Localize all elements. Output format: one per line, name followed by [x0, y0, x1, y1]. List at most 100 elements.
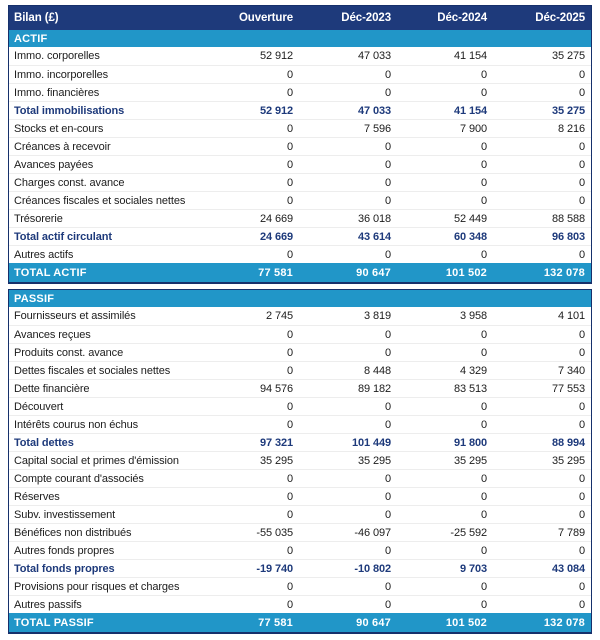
row-value: 0	[384, 194, 391, 207]
row-value: 0	[578, 598, 585, 611]
row-value: 0	[384, 140, 391, 153]
row-label: Autres fonds propres	[14, 544, 115, 557]
row-value: 94 576	[259, 382, 293, 395]
total-value: 90 647	[356, 266, 391, 279]
row-value: 35 295	[551, 454, 585, 467]
table-row: Réserves 0 0 0 0	[9, 487, 591, 505]
row-value: 0	[480, 472, 487, 485]
table-row: Compte courant d'associés 0 0 0 0	[9, 469, 591, 487]
row-value: 0	[286, 122, 293, 135]
row-value: 24 669	[259, 212, 293, 225]
row-label: Dette financière	[14, 382, 90, 395]
table-row: Subv. investissement 0 0 0 0	[9, 505, 591, 523]
row-label: Total actif circulant	[14, 230, 112, 243]
row-value: 8 448	[363, 364, 391, 377]
table-row: Provisions pour risques et charges 0 0 0…	[9, 577, 591, 595]
row-value: 0	[286, 472, 293, 485]
table-row: Bénéfices non distribués -55 035 -46 097…	[9, 523, 591, 541]
table-row: Produits const. avance 0 0 0 0	[9, 343, 591, 361]
table-row: Intérêts courus non échus 0 0 0 0	[9, 415, 591, 433]
row-value: 0	[384, 176, 391, 189]
row-label: Fournisseurs et assimilés	[14, 310, 136, 322]
row-value: -25 592	[450, 526, 487, 539]
row-value: 0	[286, 68, 293, 81]
column-header-ouverture: Ouverture	[238, 12, 293, 24]
total-label: TOTAL PASSIF	[14, 616, 94, 629]
row-value: 0	[384, 158, 391, 171]
section-title: PASSIF	[14, 292, 55, 305]
row-label: Produits const. avance	[14, 346, 124, 359]
row-value: 0	[578, 140, 585, 153]
table-row: Total fonds propres -19 740 -10 802 9 70…	[9, 559, 591, 577]
table-row: Capital social et primes d'émission 35 2…	[9, 451, 591, 469]
row-value: 89 182	[357, 382, 391, 395]
row-label: Stocks et en-cours	[14, 122, 104, 135]
row-value: 0	[578, 400, 585, 413]
row-value: -46 097	[354, 526, 391, 539]
row-value: 0	[384, 472, 391, 485]
section-title: ACTIF	[14, 32, 48, 45]
row-value: 0	[480, 86, 487, 99]
row-value: 3 819	[363, 310, 391, 322]
table-row: Immo. corporelles 52 912 47 033 41 154 3…	[9, 47, 591, 65]
row-value: 0	[384, 580, 391, 593]
row-value: 47 033	[357, 104, 391, 117]
row-value: 83 513	[453, 382, 487, 395]
table-row: Avances payées 0 0 0 0	[9, 155, 591, 173]
row-value: 52 449	[453, 212, 487, 225]
table-row: Charges const. avance 0 0 0 0	[9, 173, 591, 191]
row-value: 35 295	[453, 454, 487, 467]
row-label: Total dettes	[14, 436, 74, 449]
row-value: -55 035	[256, 526, 293, 539]
row-value: 7 596	[363, 122, 391, 135]
table-row: Dettes fiscales et sociales nettes 0 8 4…	[9, 361, 591, 379]
row-value: 2 745	[265, 310, 293, 322]
row-value: 101 449	[351, 436, 391, 449]
row-value: 43 084	[551, 562, 585, 575]
table-row: Total immobilisations 52 912 47 033 41 1…	[9, 101, 591, 119]
total-value: 132 078	[543, 266, 585, 279]
row-value: 0	[384, 68, 391, 81]
row-value: -10 802	[354, 562, 391, 575]
table-row: Immo. incorporelles 0 0 0 0	[9, 65, 591, 83]
row-label: Immo. financières	[14, 86, 100, 99]
row-value: 0	[480, 598, 487, 611]
row-value: 0	[578, 328, 585, 341]
table-row: Immo. financières 0 0 0 0	[9, 83, 591, 101]
row-label: Créances à recevoir	[14, 140, 111, 153]
row-value: 35 295	[259, 454, 293, 467]
row-value: 7 900	[459, 122, 487, 135]
row-value: 0	[480, 580, 487, 593]
row-value: 0	[480, 176, 487, 189]
row-value: 88 994	[551, 436, 585, 449]
row-value: 3 958	[459, 310, 487, 322]
total-value: 101 502	[445, 616, 487, 629]
row-value: 0	[384, 328, 391, 341]
table-row: Total actif circulant 24 669 43 614 60 3…	[9, 227, 591, 245]
row-value: -19 740	[256, 562, 293, 575]
table-title: Bilan (£)	[14, 12, 59, 24]
row-value: 9 703	[459, 562, 487, 575]
row-value: 0	[286, 400, 293, 413]
row-value: 88 588	[551, 212, 585, 225]
table-row: Dette financière 94 576 89 182 83 513 77…	[9, 379, 591, 397]
total-value: 101 502	[445, 266, 487, 279]
row-label: Avances reçues	[14, 328, 91, 341]
row-value: 0	[480, 346, 487, 359]
row-value: 0	[384, 418, 391, 431]
row-value: 4 101	[557, 310, 585, 322]
row-value: 35 295	[357, 454, 391, 467]
row-value: 35 275	[551, 104, 585, 117]
table-row: Trésorerie 24 669 36 018 52 449 88 588	[9, 209, 591, 227]
row-label: Immo. corporelles	[14, 50, 100, 62]
table-row: Autres passifs 0 0 0 0	[9, 595, 591, 613]
row-label: Total fonds propres	[14, 562, 115, 575]
row-value: 0	[578, 194, 585, 207]
row-value: 52 912	[259, 50, 293, 62]
row-value: 0	[286, 490, 293, 503]
row-value: 0	[286, 508, 293, 521]
row-value: 0	[480, 248, 487, 261]
table-row: Autres actifs 0 0 0 0	[9, 245, 591, 263]
row-value: 8 216	[557, 122, 585, 135]
section-header-row: ACTIF	[9, 30, 591, 47]
